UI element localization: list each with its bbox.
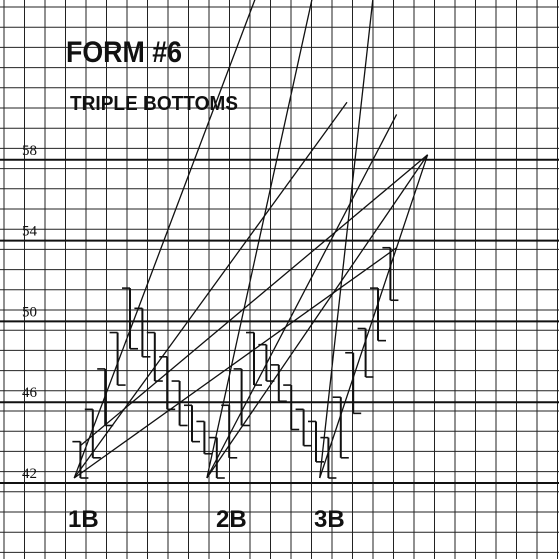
- bottom-label: 2B: [216, 506, 247, 533]
- price-bar: [382, 246, 399, 302]
- price-bar: [134, 307, 151, 358]
- price-bar: [270, 364, 287, 403]
- y-tick-label: 50: [22, 304, 37, 320]
- price-bar: [122, 287, 138, 350]
- price-bar: [246, 331, 262, 386]
- trendline: [73, 0, 256, 479]
- price-bar: [258, 343, 275, 382]
- trendline: [73, 101, 348, 479]
- price-bar: [171, 380, 188, 427]
- price-bar: [97, 368, 114, 427]
- y-tick-label: 42: [22, 466, 37, 482]
- price-bar: [208, 436, 225, 479]
- trendline: [206, 0, 313, 479]
- price-bar: [233, 368, 250, 427]
- price-bar: [184, 404, 200, 443]
- trendline: [319, 0, 374, 479]
- price-bar: [196, 420, 213, 455]
- price-bar: [109, 331, 126, 386]
- price-bar: [221, 404, 238, 459]
- trendline: [79, 154, 429, 447]
- chart-title: FORM #6: [66, 36, 182, 69]
- price-bar: [345, 351, 362, 415]
- trendline: [319, 154, 429, 479]
- price-bar: [320, 436, 337, 479]
- chart-subtitle: TRIPLE BOTTOMS: [70, 93, 238, 115]
- y-tick-label: 58: [22, 143, 37, 159]
- trendlines: [73, 0, 429, 479]
- price-bar: [146, 331, 163, 382]
- bottom-label: 1B: [68, 506, 99, 533]
- trendline: [73, 247, 397, 479]
- price-bar: [72, 440, 89, 479]
- price-bar: [295, 408, 312, 447]
- trendline: [206, 114, 398, 479]
- y-axis-ticks: 42 46 50 54 58: [22, 143, 38, 482]
- price-bar: [159, 355, 176, 411]
- price-bar: [308, 420, 324, 463]
- bottom-label: 3B: [314, 506, 345, 533]
- bottom-labels: 1B 2B 3B: [68, 506, 345, 533]
- price-bar: [283, 384, 300, 431]
- y-tick-label: 46: [22, 385, 38, 401]
- price-bar: [84, 408, 101, 459]
- price-bars: [72, 246, 399, 479]
- trendline: [206, 154, 429, 479]
- y-tick-label: 54: [22, 224, 38, 240]
- price-bar: [332, 396, 349, 459]
- price-bar: [370, 287, 386, 342]
- price-bar: [357, 327, 374, 378]
